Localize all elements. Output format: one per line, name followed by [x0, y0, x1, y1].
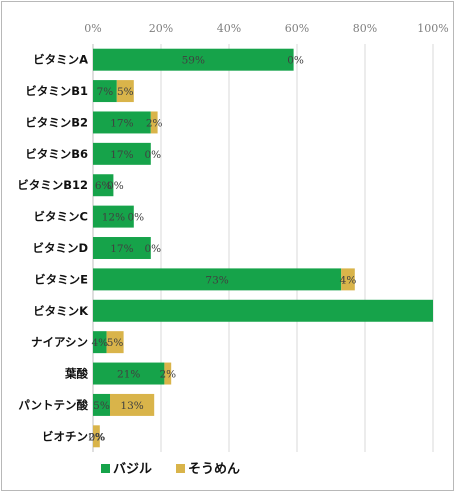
data-label: 2%	[159, 369, 176, 381]
category-label: ビタミンB1	[25, 84, 88, 98]
bar-segment	[93, 393, 110, 416]
bar-segment	[93, 237, 151, 259]
x-tick-label: 100%	[417, 22, 448, 35]
data-label: 4%	[340, 274, 357, 286]
x-tick-label: 80%	[353, 22, 377, 35]
category-label: ビオチン	[42, 429, 88, 443]
bar-segment	[93, 425, 100, 448]
data-label: 17%	[110, 243, 133, 255]
data-label: 0%	[127, 212, 144, 224]
data-label: 2%	[146, 117, 163, 129]
category-label: ビタミンB6	[25, 147, 88, 161]
x-tick-label: 40%	[217, 22, 241, 35]
data-label: 6%	[95, 180, 112, 192]
category-label: パントテン酸	[18, 398, 88, 412]
bar-segment	[150, 111, 158, 134]
x-tick-label: 0%	[84, 22, 101, 35]
bar-segment	[116, 80, 134, 103]
legend-swatch-basil	[101, 464, 110, 473]
bar-segment	[93, 174, 114, 197]
data-label: 0%	[107, 180, 124, 192]
data-label: 13%	[120, 400, 143, 412]
data-label: 5%	[93, 400, 110, 412]
data-label: 4%	[91, 337, 108, 349]
category-label: ビタミンB2	[25, 115, 88, 129]
data-label: 12%	[102, 212, 125, 224]
bar-segment	[93, 299, 433, 322]
category-label: ビタミンD	[32, 241, 88, 255]
bar-segment	[106, 331, 124, 354]
data-label: 7%	[97, 86, 114, 98]
data-label: 59%	[182, 55, 205, 67]
bar-segment	[341, 268, 355, 291]
bar-segment	[93, 362, 165, 385]
category-label: ビタミンA	[33, 53, 88, 67]
bar-segment	[93, 205, 134, 228]
legend-label-somen: そうめん	[188, 462, 240, 477]
bar-segment	[164, 362, 172, 385]
x-tick-labels: 0% 20% 40% 60% 80% 100%	[84, 22, 448, 35]
data-label: 73%	[205, 274, 228, 286]
legend-swatch-somen	[176, 464, 185, 473]
bar-segment	[110, 393, 155, 416]
legend-label-basil: バジル	[113, 462, 152, 477]
bar-segment	[93, 80, 117, 103]
category-label: ビタミンB12	[17, 178, 88, 192]
data-label: 0%	[89, 431, 106, 443]
category-label: ビタミンK	[33, 304, 89, 318]
category-labels: ビタミンA ビタミンB1 ビタミンB2 ビタミンB6 ビタミンB12 ビタミンC ビタミンD…	[17, 53, 89, 444]
bar-segment	[93, 142, 151, 165]
data-label: 5%	[117, 86, 134, 98]
x-tick-label: 60%	[285, 22, 309, 35]
data-label: 0%	[287, 55, 304, 67]
bars	[93, 48, 433, 448]
data-label: 5%	[107, 337, 124, 349]
category-label: ビタミンC	[34, 210, 88, 224]
legend: バジル そうめん	[101, 462, 240, 477]
data-label: 0%	[144, 243, 161, 255]
category-label: ビタミンE	[34, 272, 88, 286]
bar-segment	[93, 111, 151, 134]
data-label: 21%	[117, 369, 140, 381]
data-label: 0%	[144, 149, 161, 161]
data-labels: 59% 0%7% 5%17% 2%17% 0%6%0%12% 0%17% 0%73% 4%4%…	[88, 55, 356, 444]
x-tick-label: 20%	[149, 22, 173, 35]
data-label: 17%	[110, 149, 133, 161]
data-label: 2%	[88, 431, 105, 443]
bar-segment	[93, 331, 107, 354]
data-label: 17%	[110, 117, 133, 129]
category-label: ナイアシン	[31, 335, 88, 349]
category-label: 葉酸	[64, 367, 88, 381]
bar-segment	[93, 268, 342, 291]
bar-segment	[93, 48, 294, 71]
